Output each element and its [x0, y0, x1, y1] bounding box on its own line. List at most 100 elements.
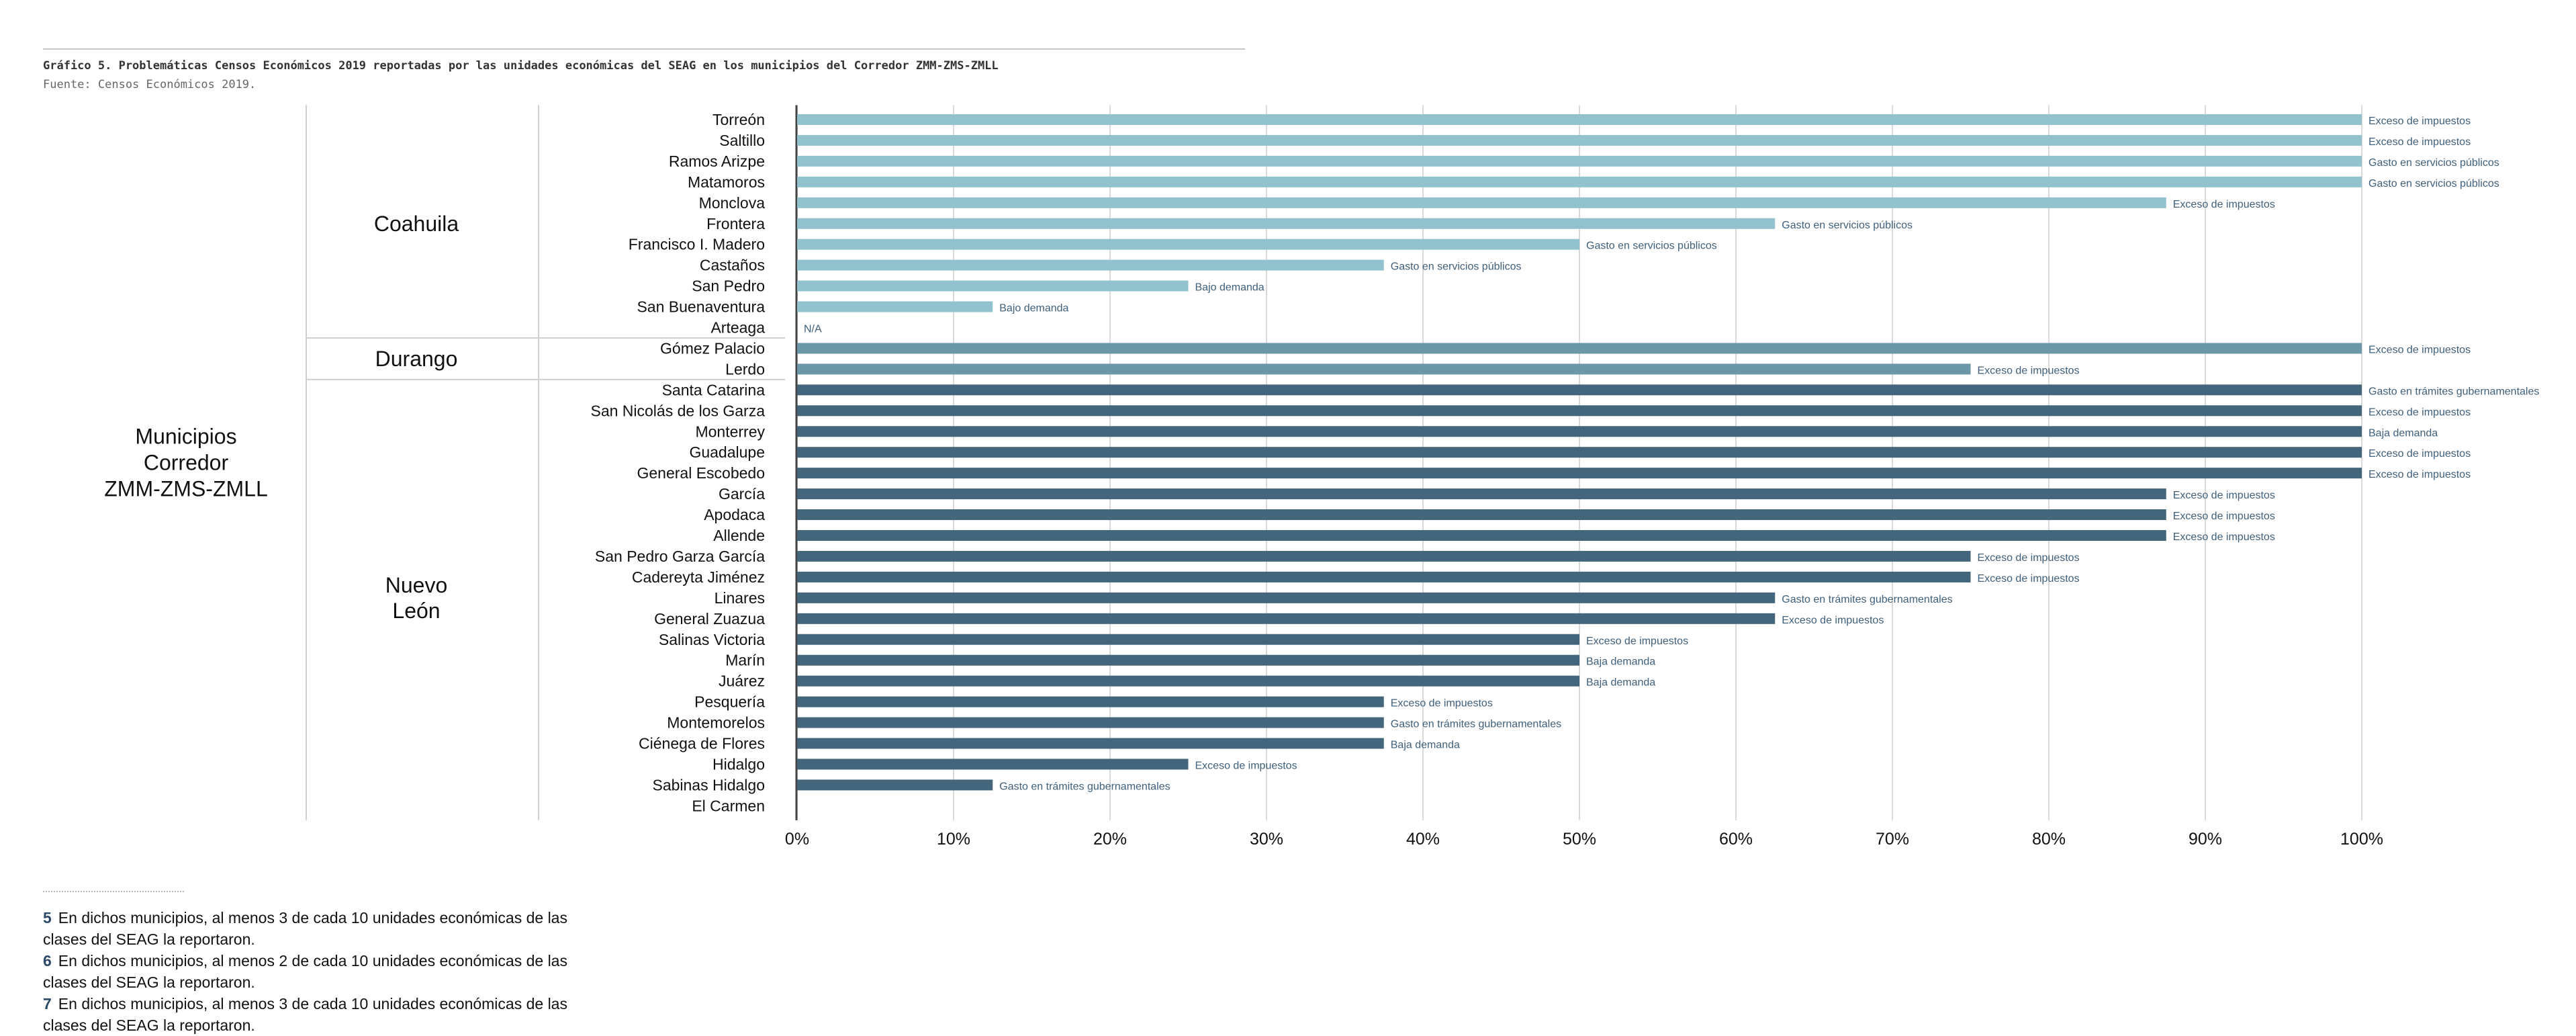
municipio-label: Monclova [699, 194, 766, 212]
bar-data-label: Exceso de impuestos [1391, 698, 1493, 709]
footnote-7: 7 En dichos municipios, al menos 3 de cad… [43, 993, 607, 1036]
bar-data-label: Gasto en servicios públicos [2368, 157, 2499, 169]
bar [797, 759, 1189, 770]
municipio-label: Santa Catarina [662, 381, 766, 398]
municipio-label: Apodaca [704, 506, 765, 523]
group-header-label: Corredor [144, 451, 229, 475]
state-label: Coahuila [374, 212, 459, 236]
municipio-label: Marín [725, 652, 765, 669]
municipio-label: Torreón [712, 111, 765, 128]
municipio-label: Cadereyta Jiménez [632, 568, 765, 586]
bar-data-label: Exceso de impuestos [2368, 469, 2471, 480]
bar [797, 675, 1579, 687]
municipio-label: San Pedro Garza García [595, 548, 765, 565]
group-header-label: ZMM-ZMS-ZMLL [104, 477, 268, 501]
bar-data-label: Gasto en servicios públicos [2368, 178, 2499, 189]
bar-data-label: Gasto en trámites gubernamentales [1782, 594, 1952, 605]
figure-title: Gráfico 5. Problemáticas Censos Económic… [43, 59, 999, 73]
municipio-label: Arteaga [710, 319, 765, 337]
x-tick-label: 0% [785, 830, 809, 847]
bar-data-label: N/A [804, 324, 822, 335]
bar [797, 696, 1384, 707]
bar-data-label: Baja demanda [1391, 740, 1460, 751]
bar [797, 384, 2362, 396]
bar-data-label: Exceso de impuestos [1782, 615, 1884, 626]
footnote-text: En dichos municipios, al menos 2 de cada… [43, 952, 567, 991]
bar-data-label: Baja demanda [1586, 656, 1655, 668]
bar [797, 405, 2362, 417]
x-tick-label: 10% [937, 830, 970, 847]
bar [797, 363, 1971, 375]
bar [797, 571, 1971, 582]
x-tick-label: 30% [1250, 830, 1283, 847]
bar-data-label: Exceso de impuestos [2173, 511, 2275, 522]
bar [797, 779, 993, 791]
bar [797, 259, 1384, 271]
bar [797, 488, 2166, 500]
bar-data-label: Exceso de impuestos [2368, 136, 2471, 148]
bar-data-label: Exceso de impuestos [2173, 490, 2275, 501]
footnote-text: En dichos municipios, al menos 3 de cada… [43, 995, 567, 1034]
municipio-label: San Nicolás de los Garza [590, 402, 765, 419]
footnote-divider [43, 891, 184, 892]
municipio-label: Ramos Arizpe [669, 153, 765, 170]
municipio-label: Ciénega de Flores [639, 735, 765, 752]
footnote-5: 5 En dichos municipios, al menos 3 de cad… [43, 907, 607, 950]
municipio-label: Lerdo [725, 360, 765, 378]
bar [797, 634, 1579, 645]
municipio-label: Pesquería [694, 693, 765, 711]
municipio-label: San Buenaventura [637, 298, 765, 316]
bar [797, 738, 1384, 749]
footnote-text: En dichos municipios, al menos 3 de cada… [43, 909, 567, 948]
bar-data-label: Exceso de impuestos [2368, 406, 2471, 418]
x-tick-label: 70% [1876, 830, 1909, 847]
municipio-label: Saltillo [719, 132, 765, 149]
bar-data-label: Gasto en trámites gubernamentales [1391, 719, 1561, 730]
x-tick-label: 100% [2340, 830, 2383, 847]
bar-data-label: Bajo demanda [999, 303, 1068, 314]
bar-data-label: Exceso de impuestos [2368, 344, 2471, 355]
bar-data-label: Gasto en servicios públicos [1586, 241, 1717, 252]
bar-data-label: Baja demanda [1586, 677, 1655, 689]
bar [797, 176, 2362, 187]
bar [797, 509, 2166, 521]
municipio-label: Guadalupe [689, 443, 765, 461]
municipio-label: Castaños [700, 257, 765, 274]
municipio-label: General Zuazua [654, 610, 765, 628]
municipio-label: San Pedro [692, 277, 765, 295]
bar-data-label: Gasto en trámites gubernamentales [2368, 386, 2539, 397]
bar [797, 218, 1776, 229]
x-tick-label: 40% [1406, 830, 1440, 847]
x-tick-label: 60% [1719, 830, 1753, 847]
footnote-number: 5 [43, 909, 52, 926]
bar [797, 280, 1189, 292]
bar-data-label: Exceso de impuestos [1978, 552, 2080, 564]
municipio-label: Hidalgo [712, 755, 765, 773]
bar-data-label: Gasto en trámites gubernamentales [999, 781, 1170, 792]
municipio-label: Salinas Victoria [659, 631, 765, 648]
municipio-label: Gómez Palacio [660, 339, 765, 357]
bar [797, 592, 1776, 603]
bar-chart: 0% 10% 20% 30% 40% 50% 60% 70% 80% 90% 100% Municip… [104, 105, 2539, 847]
bar [797, 447, 2362, 458]
footnote-number: 7 [43, 995, 52, 1012]
top-rule [43, 48, 1245, 50]
bar [797, 468, 2362, 479]
figure-source: Fuente: Censos Económicos 2019. [43, 78, 257, 91]
bar-data-label: Exceso de impuestos [2173, 199, 2275, 210]
bar-data-label: Gasto en servicios públicos [1391, 261, 1522, 273]
municipio-label: Juárez [719, 673, 765, 690]
municipio-label: Monterrey [695, 423, 765, 440]
bar [797, 155, 2362, 167]
footnote-6: 6 En dichos municipios, al menos 2 de cad… [43, 950, 607, 993]
bar-data-label: Exceso de impuestos [1586, 636, 1688, 647]
state-label: León [392, 599, 440, 623]
bar [797, 550, 1971, 562]
municipio-label: El Carmen [692, 797, 765, 814]
state-label: Durango [375, 347, 458, 371]
bar [797, 717, 1384, 728]
municipio-label: Francisco I. Madero [629, 236, 765, 253]
bar-data-label: Exceso de impuestos [2368, 448, 2471, 460]
municipio-label: Matamoros [688, 173, 765, 191]
bar [797, 530, 2166, 541]
